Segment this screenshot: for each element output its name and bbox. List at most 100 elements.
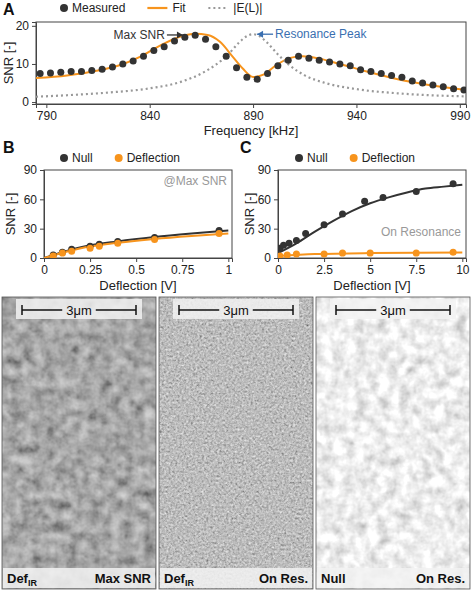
legend-item: Null bbox=[295, 151, 328, 165]
data-point bbox=[321, 251, 328, 258]
scale-bar bbox=[22, 309, 62, 311]
data-point bbox=[78, 68, 85, 75]
plot-area bbox=[36, 32, 466, 97]
tick: 990 bbox=[450, 104, 470, 123]
tick-label: 0 bbox=[30, 251, 37, 265]
tick-label: 2.5 bbox=[316, 263, 333, 277]
tick-label: 0.75 bbox=[171, 263, 195, 277]
x-axis-title: Deflection [V] bbox=[333, 278, 410, 293]
data-point bbox=[202, 36, 209, 43]
tick-label: 0 bbox=[22, 95, 29, 109]
axis-line bbox=[37, 105, 467, 109]
legend-marker bbox=[147, 7, 167, 9]
data-point bbox=[216, 230, 223, 237]
plot-frame bbox=[36, 22, 466, 104]
tick: 0.5 bbox=[128, 258, 145, 277]
data-point bbox=[99, 66, 106, 73]
legend-label: |E(L)| bbox=[233, 1, 262, 15]
tick: 840 bbox=[140, 104, 160, 123]
tick: 60 bbox=[258, 193, 278, 207]
image-panel: 3μmNullOn Res. bbox=[316, 297, 470, 589]
data-point bbox=[285, 57, 292, 64]
data-point bbox=[367, 68, 374, 75]
data-point bbox=[150, 47, 157, 54]
tick-label: 7.5 bbox=[408, 263, 425, 277]
image bbox=[2, 297, 156, 589]
series-line bbox=[44, 231, 228, 258]
data-point bbox=[316, 57, 323, 64]
tick-mark bbox=[228, 258, 229, 262]
legend-marker bbox=[115, 154, 123, 162]
annotation-arrowhead bbox=[177, 31, 183, 38]
y-axis-title: SNR [-] bbox=[3, 193, 18, 236]
tick-label: 940 bbox=[347, 109, 367, 123]
axis-line bbox=[45, 259, 233, 263]
label-patch bbox=[317, 568, 469, 588]
tick: 30 bbox=[24, 222, 44, 236]
image-label: Null bbox=[321, 571, 346, 586]
panel-letter: B bbox=[3, 139, 15, 156]
data-point bbox=[192, 32, 199, 39]
data-point bbox=[233, 64, 240, 71]
annotation: Max SNR bbox=[114, 28, 166, 42]
y-axis-title: SNR [-] bbox=[1, 42, 16, 85]
tick-mark bbox=[90, 258, 91, 262]
plot-frame bbox=[44, 170, 232, 258]
legend-marker bbox=[295, 154, 303, 162]
tick-mark bbox=[136, 258, 137, 262]
data-point bbox=[378, 70, 385, 77]
series-line bbox=[36, 34, 466, 97]
data-point bbox=[336, 60, 343, 67]
x-axis-title: Frequency [kHz] bbox=[204, 123, 299, 138]
tick: 940 bbox=[347, 104, 367, 123]
tick-label: 5 bbox=[367, 263, 374, 277]
axis-line bbox=[32, 23, 37, 105]
scale-bar bbox=[179, 309, 219, 311]
scale-bar bbox=[253, 309, 293, 311]
image-border bbox=[316, 297, 470, 589]
tick: 60 bbox=[24, 193, 44, 207]
tick: 0.25 bbox=[79, 258, 103, 277]
tick: 0 bbox=[22, 95, 36, 109]
scale-bar-label: 3μm bbox=[223, 303, 249, 318]
data-point bbox=[114, 240, 121, 247]
legend-label: Null bbox=[307, 151, 328, 165]
tick-mark bbox=[32, 26, 36, 27]
data-point bbox=[59, 250, 66, 257]
tick-mark bbox=[40, 199, 44, 200]
tick-label: 10 bbox=[456, 263, 470, 277]
scale-bar-end bbox=[135, 305, 137, 315]
annotation-arrowhead bbox=[257, 31, 263, 38]
chart-panel: 00.250.50.7510306090Deflection [V]SNR [-… bbox=[3, 139, 233, 293]
legend-marker bbox=[60, 4, 68, 12]
series-line bbox=[36, 34, 466, 90]
data-point bbox=[398, 74, 405, 81]
tick: 0 bbox=[41, 258, 48, 277]
data-point bbox=[339, 211, 346, 218]
tick-label: 0 bbox=[41, 263, 48, 277]
tick-label: 90 bbox=[258, 163, 272, 177]
data-point bbox=[357, 66, 364, 73]
data-point bbox=[450, 85, 457, 92]
data-point bbox=[347, 62, 354, 69]
data-point bbox=[286, 240, 293, 247]
data-point bbox=[254, 76, 261, 83]
tick-label: 30 bbox=[24, 222, 38, 236]
tick-label: 10 bbox=[16, 57, 30, 71]
tick: 0.75 bbox=[171, 258, 195, 277]
axis-line bbox=[274, 171, 279, 259]
axis-line bbox=[279, 259, 467, 263]
axis: 790 840 890 940 990 bbox=[37, 104, 471, 123]
legend-marker bbox=[60, 154, 68, 162]
tick-label: 790 bbox=[37, 109, 57, 123]
data-point bbox=[440, 83, 447, 90]
label-patch bbox=[16, 299, 142, 319]
tick-mark bbox=[253, 104, 254, 108]
plot-frame bbox=[278, 170, 466, 258]
tick-label: 890 bbox=[244, 109, 264, 123]
data-point bbox=[68, 248, 75, 255]
data-point bbox=[413, 250, 420, 257]
data-point bbox=[119, 60, 126, 67]
tick-mark bbox=[32, 64, 36, 65]
image-label-subscript: IR bbox=[28, 578, 38, 588]
